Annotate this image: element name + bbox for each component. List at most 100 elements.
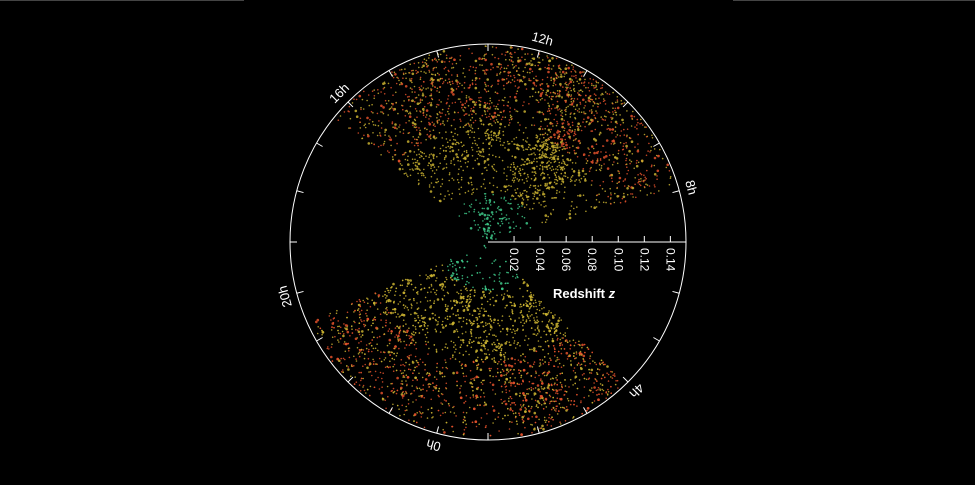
galaxy-point [483, 293, 485, 296]
galaxy-point [372, 363, 375, 365]
galaxy-point [391, 330, 393, 333]
galaxy-point [450, 258, 452, 261]
galaxy-point [389, 107, 392, 110]
galaxy-point [492, 193, 495, 196]
galaxy-point [356, 329, 359, 332]
galaxy-point [567, 86, 569, 89]
galaxy-point [485, 130, 488, 133]
galaxy-point [553, 152, 556, 154]
galaxy-point [517, 59, 520, 63]
galaxy-point [545, 149, 548, 152]
galaxy-point [403, 376, 406, 378]
galaxy-point [361, 137, 364, 140]
galaxy-point [387, 366, 390, 369]
galaxy-point [596, 373, 599, 376]
galaxy-point [316, 318, 320, 322]
galaxy-point [426, 291, 429, 294]
galaxy-point [520, 354, 522, 357]
galaxy-point [372, 124, 375, 126]
galaxy-point [470, 329, 473, 331]
galaxy-point [485, 132, 487, 135]
galaxy-point [353, 311, 355, 313]
galaxy-point [393, 390, 396, 393]
galaxy-point [596, 380, 598, 382]
galaxy-point [478, 103, 482, 107]
galaxy-point [359, 127, 362, 129]
galaxy-point [358, 311, 361, 313]
galaxy-point [600, 94, 602, 96]
galaxy-point [448, 78, 450, 80]
galaxy-point [412, 169, 415, 171]
galaxy-point [396, 389, 399, 392]
galaxy-point [498, 347, 500, 350]
galaxy-point [543, 371, 545, 374]
galaxy-point [373, 318, 375, 320]
galaxy-point [419, 78, 422, 80]
galaxy-point [433, 147, 436, 149]
galaxy-point [536, 157, 538, 160]
galaxy-point [588, 110, 591, 112]
galaxy-point [490, 139, 493, 141]
galaxy-point [414, 332, 417, 334]
galaxy-point [607, 110, 610, 113]
galaxy-point [538, 304, 541, 307]
galaxy-point [432, 273, 436, 277]
galaxy-point [468, 182, 470, 185]
galaxy-point [555, 377, 557, 379]
galaxy-point [455, 328, 458, 331]
galaxy-point [497, 66, 500, 68]
galaxy-point [584, 364, 587, 367]
galaxy-point [476, 144, 479, 146]
galaxy-point [560, 141, 563, 144]
galaxy-point [356, 300, 358, 303]
redshift-tick-label: 0.10 [611, 248, 625, 272]
galaxy-point [468, 313, 471, 315]
galaxy-point [418, 410, 421, 413]
galaxy-point [430, 182, 433, 184]
galaxy-point [396, 142, 398, 145]
galaxy-point [478, 342, 481, 345]
galaxy-point [416, 116, 418, 118]
galaxy-point [528, 159, 531, 162]
galaxy-point [552, 168, 555, 171]
galaxy-point [489, 113, 491, 115]
galaxy-point [380, 127, 383, 129]
galaxy-point [462, 411, 465, 414]
galaxy-point [425, 59, 428, 62]
galaxy-point [556, 339, 559, 341]
galaxy-point [416, 291, 418, 294]
galaxy-point [443, 124, 446, 126]
galaxy-point [428, 184, 431, 186]
galaxy-point [582, 360, 585, 363]
galaxy-point [504, 70, 506, 73]
galaxy-point [413, 389, 416, 392]
galaxy-point [388, 135, 390, 137]
galaxy-point [512, 328, 515, 331]
galaxy-point [558, 389, 560, 391]
galaxy-point [417, 322, 420, 324]
galaxy-point [548, 319, 551, 321]
galaxy-point [550, 425, 553, 427]
galaxy-point [444, 114, 447, 116]
galaxy-point [405, 380, 407, 382]
galaxy-point [538, 194, 541, 196]
galaxy-point [405, 334, 408, 337]
galaxy-point [381, 111, 384, 113]
galaxy-point [630, 140, 634, 143]
galaxy-point [371, 90, 374, 92]
galaxy-point [424, 333, 427, 336]
galaxy-point [531, 87, 535, 91]
hour-tick [388, 70, 393, 77]
galaxy-point [399, 414, 401, 417]
galaxy-point [374, 124, 377, 126]
galaxy-point [455, 141, 458, 144]
galaxy-point [471, 83, 474, 86]
galaxy-point [411, 91, 414, 93]
galaxy-point [572, 100, 575, 102]
galaxy-point [542, 191, 544, 193]
galaxy-point [564, 109, 566, 112]
galaxy-point [344, 324, 348, 327]
galaxy-point [425, 63, 428, 66]
galaxy-point [481, 148, 485, 151]
galaxy-point [525, 194, 527, 197]
